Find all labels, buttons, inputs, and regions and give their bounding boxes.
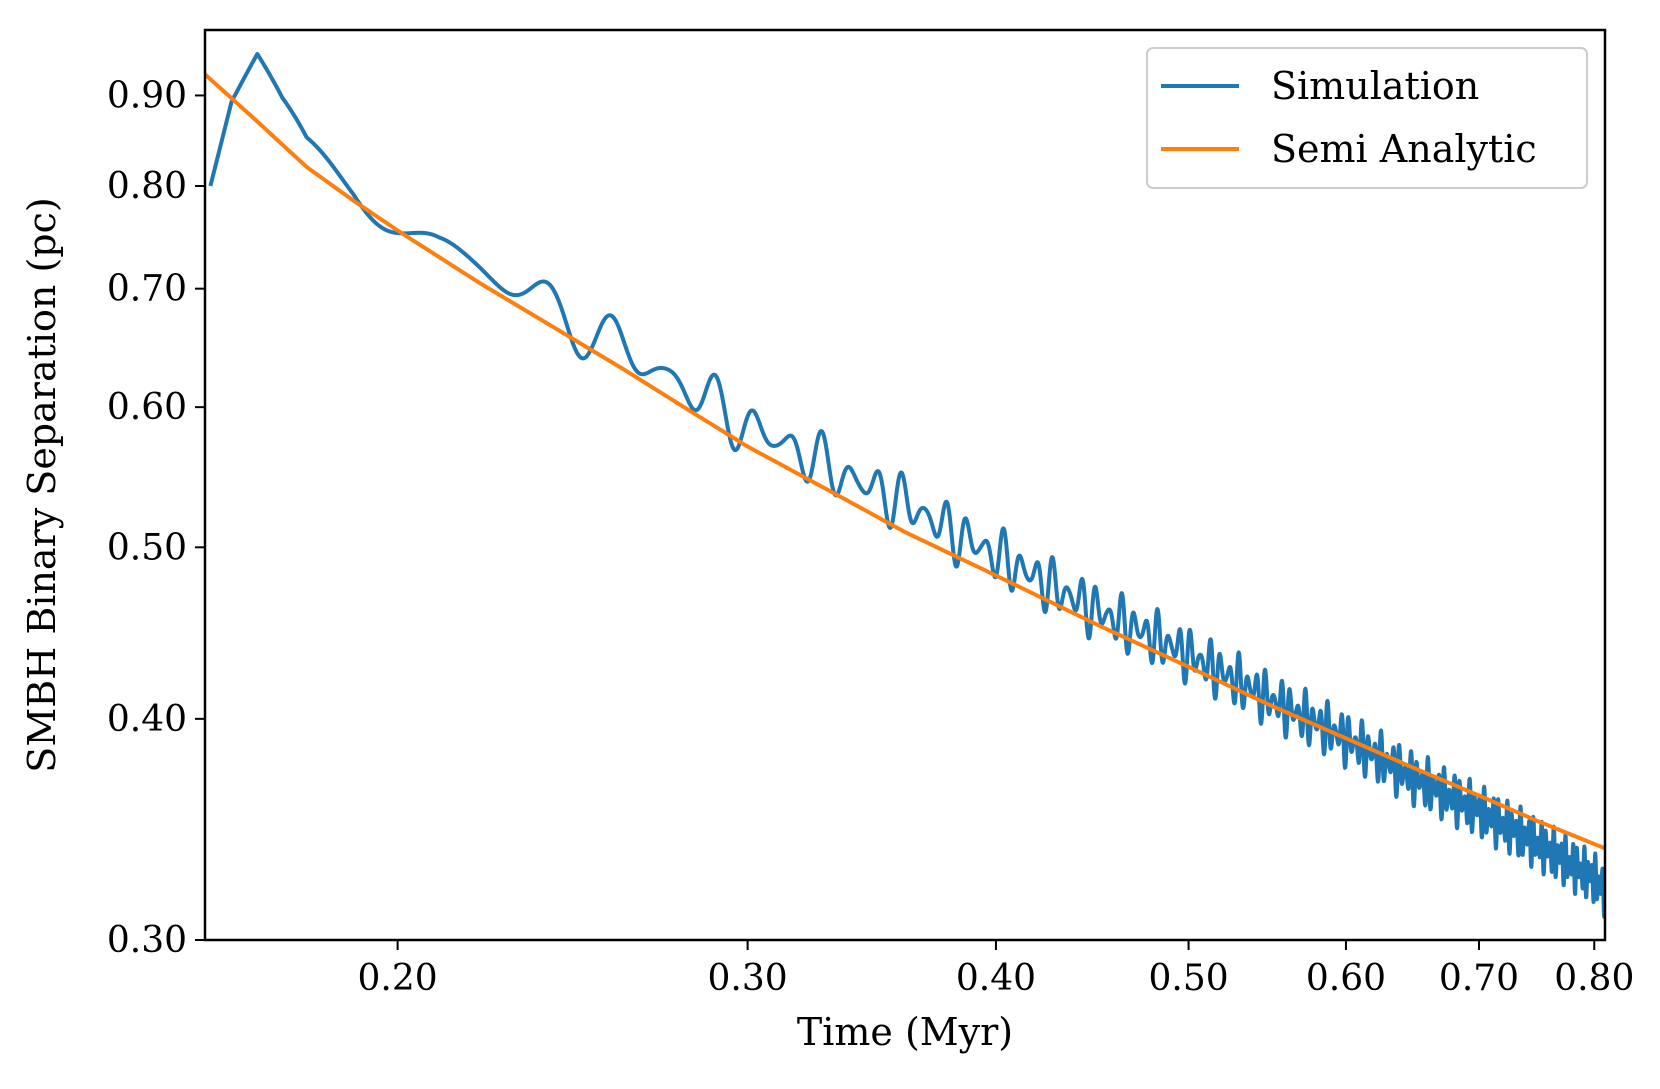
x-tick-label: 0.80 [1554, 958, 1634, 999]
x-tick-label: 0.20 [358, 958, 438, 999]
series-layer [205, 52, 1605, 919]
x-tick-label: 0.60 [1306, 958, 1386, 999]
legend-label: Simulation [1271, 64, 1479, 108]
ticks-layer: 0.20 0.30 0.40 0.50 0.60 0.70 0.80 0.30 0.40 0.50… [107, 75, 1635, 999]
y-axis-label: SMBH Binary Separation (pc) [20, 197, 64, 772]
y-tick-label: 0.50 [107, 527, 187, 568]
x-tick-label: 0.70 [1439, 958, 1519, 999]
y-tick-label: 0.70 [107, 269, 187, 310]
series-line-simulation [208, 52, 1605, 919]
series-line-semi-analytic [205, 72, 1605, 851]
y-tick-label: 0.80 [107, 166, 187, 207]
x-tick-label: 0.30 [708, 958, 788, 999]
y-tick-label: 0.30 [107, 920, 187, 961]
y-tick-label: 0.40 [107, 699, 187, 740]
legend: Simulation Semi Analytic [1146, 47, 1588, 189]
axes-frame [203, 28, 1607, 942]
x-tick-label: 0.50 [1148, 958, 1228, 999]
y-tick-label: 0.60 [107, 387, 187, 428]
legend-box [1146, 47, 1588, 189]
y-tick-label: 0.90 [107, 75, 187, 116]
legend-label: Semi Analytic [1271, 127, 1537, 171]
x-tick-label: 0.40 [956, 958, 1036, 999]
x-axis-label: Time (Myr) [797, 1010, 1013, 1054]
